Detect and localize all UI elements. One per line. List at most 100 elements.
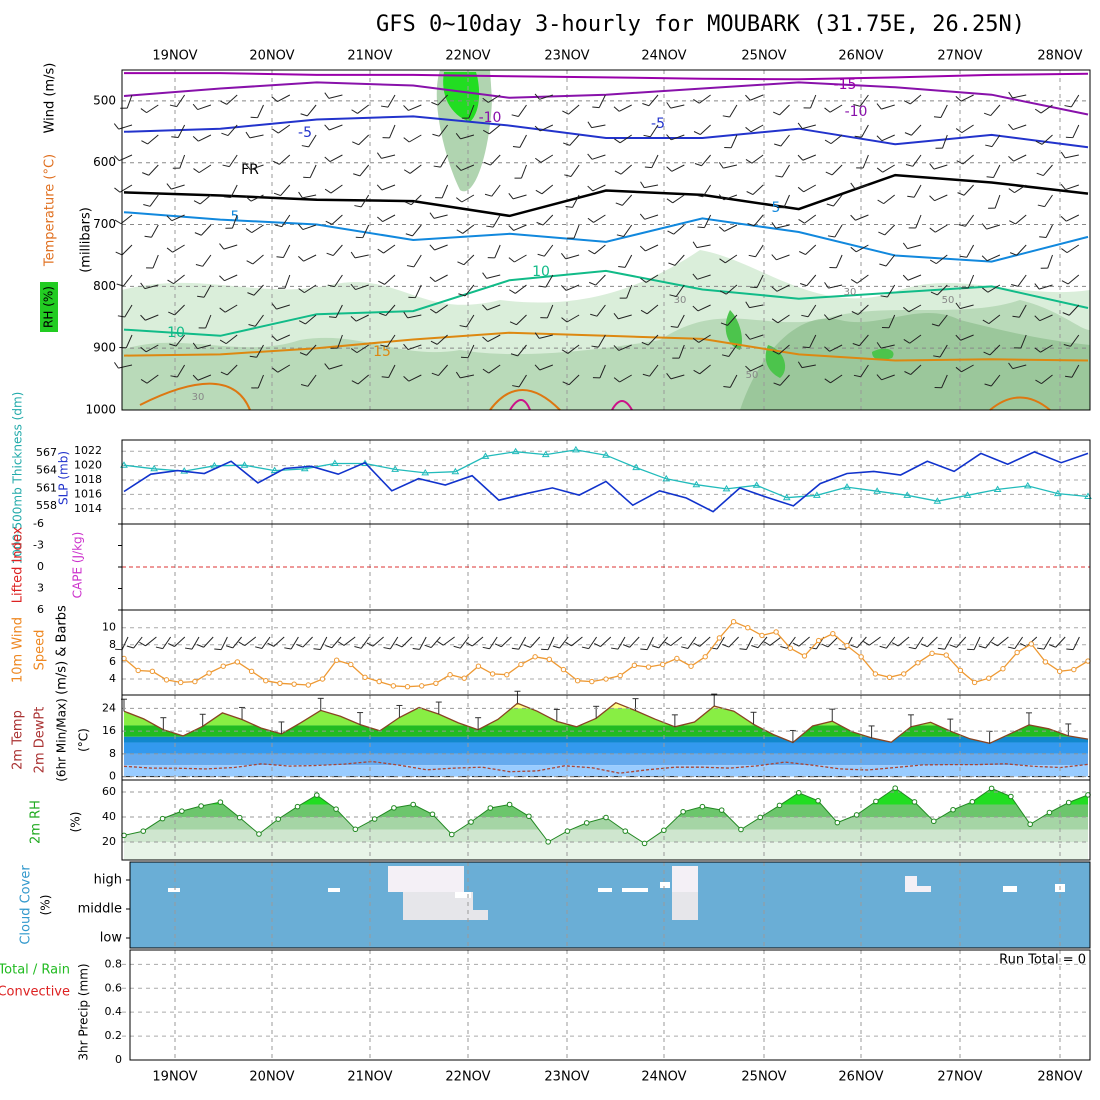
wind-speed-marker (943, 652, 949, 658)
cloud-cover-panel: high middle low Cloud Cover (%) (19, 861, 1091, 949)
upper-wind-barb (854, 184, 869, 190)
wind-speed-marker (305, 682, 311, 688)
upper-wind-barb (967, 274, 975, 289)
upper-wind-barb-feather (433, 165, 441, 168)
rh-marker (294, 803, 301, 810)
upper-wind-barb (231, 214, 238, 229)
upper-wind-barb (118, 364, 133, 369)
upper-wind-barb (464, 284, 475, 297)
upper-wind-barb-feather (878, 231, 886, 236)
upper-wind-barb (702, 184, 712, 198)
upper-wind-barb (249, 134, 264, 139)
upper-wind-barb (224, 304, 238, 313)
upper-wind-barb (1013, 154, 1027, 162)
upper-wind-barb (145, 314, 159, 321)
upper-wind-barb (433, 214, 448, 219)
warm-contour (139, 382, 251, 411)
upper-wind-barb-feather (931, 323, 939, 327)
surface-wind-barb (956, 636, 967, 648)
upper-wind-barb-feather (482, 129, 490, 135)
upper-wind-barb (357, 374, 370, 385)
upper-wind-barb (1020, 334, 1027, 349)
upper-wind-barb (438, 124, 448, 137)
upper-wind-barb-feather (482, 336, 489, 342)
precip-tick-label: 0.2 (105, 1029, 123, 1042)
upper-wind-barb (355, 284, 369, 291)
rh-marker (1046, 809, 1053, 816)
upper-wind-barb (909, 334, 922, 344)
cloud-level-label: middle (78, 902, 122, 917)
surface-wind-barb-feather (651, 645, 659, 649)
upper-wind-barb (435, 274, 448, 283)
rh-contour-label: 50 (942, 295, 955, 306)
wind-speed-marker (192, 678, 198, 685)
upper-wind-barb (991, 134, 1001, 147)
upper-wind-barb (173, 274, 185, 285)
upper-wind-barb-feather (271, 367, 279, 373)
rh-marker (468, 819, 474, 825)
date-label-top: 20NOV (249, 49, 294, 64)
upper-wind-barb (541, 184, 554, 195)
upper-wind-barb-feather (354, 205, 362, 208)
wind-speed-marker (560, 666, 567, 673)
date-label-top: 27NOV (937, 49, 982, 64)
surface-wind-barb-feather (792, 642, 800, 647)
upper-wind-barb (986, 224, 1001, 230)
upper-wind-barb-feather (482, 272, 488, 279)
surface-wind-barb-feather (155, 646, 163, 650)
upper-wind-barb-feather (351, 109, 358, 114)
surface-wind-barb (442, 636, 455, 646)
upper-wind-barb-feather (403, 343, 409, 350)
upper-wind-barb (539, 364, 553, 371)
date-label-bottom: 19NOV (152, 1070, 197, 1085)
temp-band (124, 702, 1088, 709)
surface-wind-barb (145, 636, 157, 647)
upper-wind-barb-feather (799, 251, 806, 255)
upper-wind-barb-feather (350, 316, 357, 322)
upper-wind-barb (671, 164, 685, 172)
upper-wind-barb (384, 274, 396, 285)
upper-wind-barb-feather (324, 124, 330, 131)
upper-wind-barb (302, 194, 317, 199)
upper-wind-barb-feather (115, 251, 123, 256)
upper-wind-barb (750, 124, 764, 133)
upper-wind-barb (881, 374, 895, 381)
upper-wind-barb-feather (247, 292, 255, 296)
surface-wind-barb (302, 636, 313, 648)
upper-wind-barb-feather (429, 276, 436, 282)
upper-wind-barb-feather (141, 140, 148, 145)
upper-wind-barb-feather (1011, 284, 1019, 287)
upper-wind-barb-feather (772, 111, 780, 116)
upper-wind-barb-feather (1065, 375, 1073, 378)
upper-wind-barb-feather (482, 368, 490, 374)
upper-wind-barb (199, 194, 212, 205)
upper-wind-barb-feather (587, 153, 593, 160)
upper-wind-barb (726, 284, 738, 295)
upper-wind-barb (1040, 104, 1053, 114)
upper-wind-barb (960, 94, 974, 102)
wind-speed-marker (901, 671, 907, 677)
upper-wind-barb (1045, 224, 1053, 238)
li-tick-label: 0 (37, 560, 44, 573)
upper-wind-barb (750, 94, 764, 101)
wind-speed-marker (348, 661, 354, 668)
wind-speed-marker (589, 678, 595, 685)
upper-wind-barb-feather (956, 160, 964, 165)
upper-wind-barb (126, 94, 133, 109)
upper-wind-barb-feather (324, 363, 330, 370)
upper-wind-barb (783, 194, 790, 208)
rh-marker (236, 814, 243, 821)
upper-wind-barb-feather (403, 169, 411, 174)
upper-wind-barb (569, 134, 580, 146)
upper-wind-barb-feather (850, 182, 856, 189)
upper-wind-barb-feather (773, 382, 781, 386)
upper-wind-barb-feather (613, 312, 619, 320)
upper-wind-barb (646, 304, 659, 315)
upper-wind-barb-feather (613, 345, 620, 351)
upper-wind-barb (673, 224, 685, 235)
surface-wind-barb-feather (664, 641, 672, 647)
upper-wind-barb (542, 214, 554, 226)
upper-wind-barb-feather (1060, 183, 1066, 190)
upper-wind-barb (281, 214, 291, 227)
rh-marker (988, 785, 995, 792)
